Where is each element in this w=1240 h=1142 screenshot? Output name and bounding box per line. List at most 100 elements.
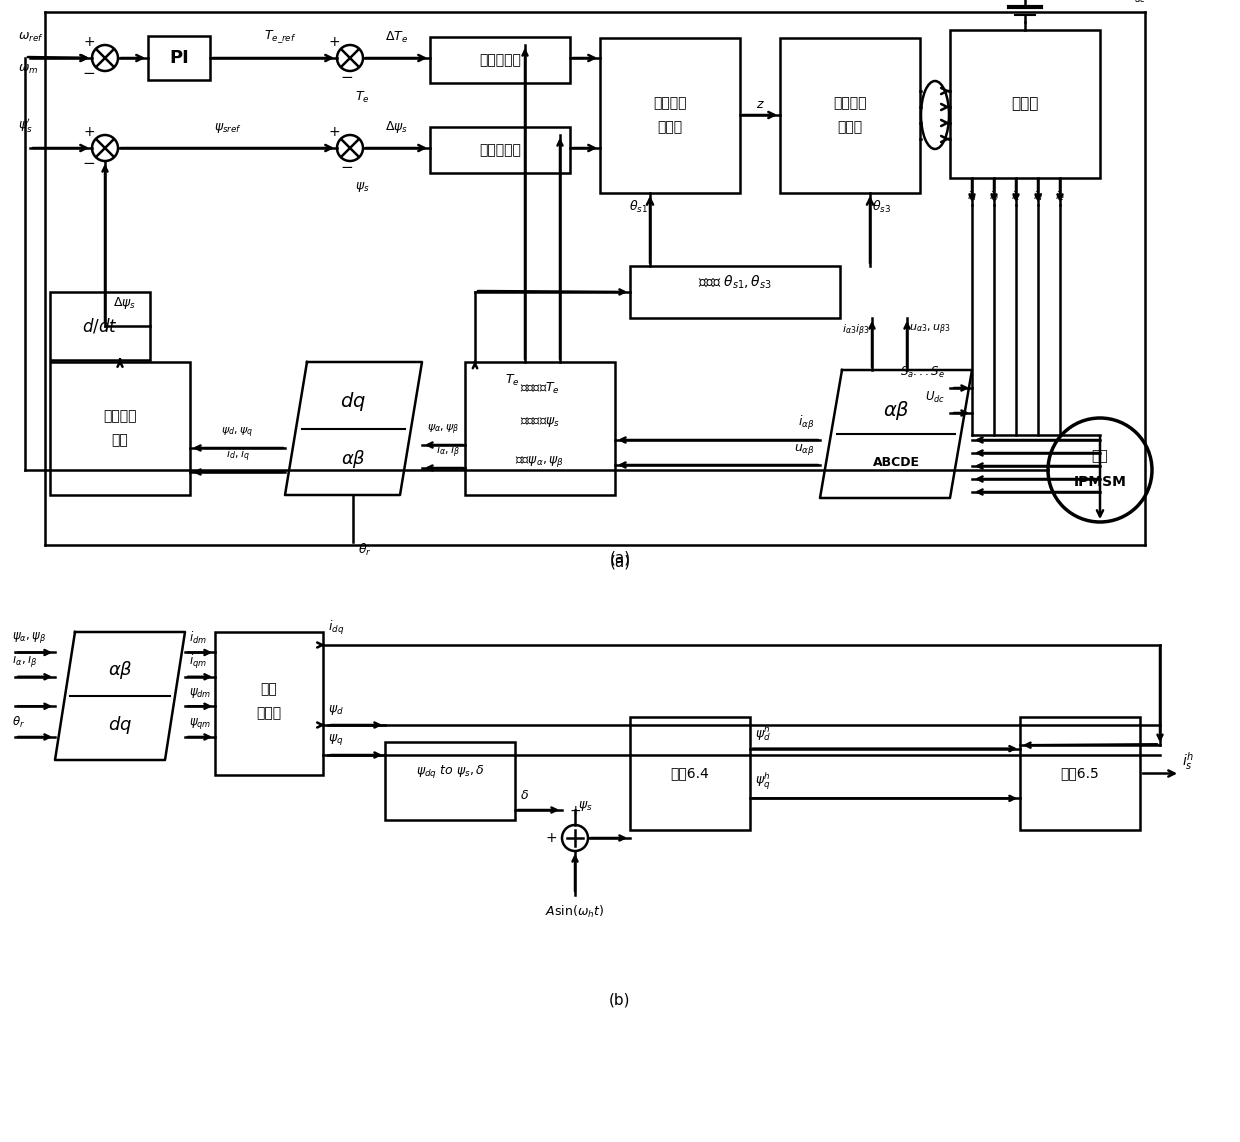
Text: $i_d,i_q$: $i_d,i_q$ — [226, 448, 249, 464]
Text: $T_e$: $T_e$ — [506, 372, 520, 387]
Text: $-$: $-$ — [341, 159, 353, 174]
Text: $\psi_\alpha,\psi_\beta$: $\psi_\alpha,\psi_\beta$ — [428, 423, 460, 437]
Text: $-$: $-$ — [82, 64, 95, 80]
Text: 步骤6.5: 步骤6.5 — [1060, 766, 1100, 780]
Polygon shape — [55, 632, 185, 759]
FancyBboxPatch shape — [430, 127, 570, 172]
Text: PI: PI — [169, 49, 188, 67]
FancyBboxPatch shape — [50, 362, 190, 494]
Text: $\psi_d$: $\psi_d$ — [329, 703, 343, 717]
Text: (b): (b) — [609, 992, 631, 1007]
Text: $\omega_m$: $\omega_m$ — [19, 63, 38, 77]
Text: $\theta_r$: $\theta_r$ — [12, 715, 25, 730]
Text: $\Delta\psi_s$: $\Delta\psi_s$ — [384, 119, 408, 135]
Text: $\psi_s$: $\psi_s$ — [355, 180, 370, 194]
Text: $i_{qm}$: $i_{qm}$ — [188, 653, 207, 670]
Text: 低通: 低通 — [260, 683, 278, 697]
Text: $\psi_{dm}$: $\psi_{dm}$ — [188, 686, 212, 700]
Text: $\omega_{ref}$: $\omega_{ref}$ — [19, 31, 43, 45]
FancyBboxPatch shape — [148, 37, 210, 80]
Text: $-$: $-$ — [82, 154, 95, 169]
FancyBboxPatch shape — [384, 742, 515, 820]
Text: 滞环控制器: 滞环控制器 — [479, 53, 521, 67]
Text: $\psi_\alpha,\psi_\beta$: $\psi_\alpha,\psi_\beta$ — [12, 630, 46, 645]
Text: $i_{dq}$: $i_{dq}$ — [329, 619, 345, 637]
Text: 一维空间: 一维空间 — [653, 97, 687, 111]
Text: $\theta_r$: $\theta_r$ — [358, 542, 372, 558]
Text: $dq$: $dq$ — [108, 715, 133, 737]
Text: $\alpha\beta$: $\alpha\beta$ — [883, 400, 909, 423]
Text: $\psi_q^h$: $\psi_q^h$ — [755, 771, 771, 793]
Text: $\psi_{qm}$: $\psi_{qm}$ — [188, 716, 212, 731]
Polygon shape — [820, 370, 972, 498]
FancyBboxPatch shape — [630, 717, 750, 830]
Text: $\alpha\beta$: $\alpha\beta$ — [341, 448, 366, 471]
Text: $dq$: $dq$ — [341, 391, 367, 413]
Text: $i_{\alpha\beta}$: $i_{\alpha\beta}$ — [799, 415, 815, 432]
Text: +: + — [569, 804, 580, 818]
Text: $i_d$: $i_d$ — [1033, 190, 1043, 203]
Text: 位置角 $\theta_{s1},\theta_{s3}$: 位置角 $\theta_{s1},\theta_{s3}$ — [698, 273, 771, 291]
Text: $i_b$: $i_b$ — [990, 190, 998, 203]
Text: $\theta_{s1}$: $\theta_{s1}$ — [629, 199, 649, 215]
Text: $\psi_d^h$: $\psi_d^h$ — [755, 723, 771, 742]
Text: 逆变器: 逆变器 — [1012, 97, 1039, 112]
FancyBboxPatch shape — [50, 292, 150, 360]
Text: 磁链$\psi_\alpha,\psi_\beta$: 磁链$\psi_\alpha,\psi_\beta$ — [516, 455, 564, 469]
Text: +: + — [83, 35, 94, 49]
Text: +: + — [546, 831, 557, 845]
Text: $\psi_{sref}$: $\psi_{sref}$ — [213, 121, 242, 135]
Text: $i_{\alpha3}i_{\beta3}$: $i_{\alpha3}i_{\beta3}$ — [842, 323, 870, 339]
Text: $i_\alpha,i_\beta$: $i_\alpha,i_\beta$ — [436, 443, 460, 460]
Text: $u_{\alpha\beta}$: $u_{\alpha\beta}$ — [794, 442, 815, 457]
Text: $i_a$: $i_a$ — [967, 190, 977, 203]
Text: (a): (a) — [609, 550, 631, 565]
Text: $z$: $z$ — [755, 98, 764, 112]
Text: +: + — [83, 124, 94, 139]
Text: $\Delta\psi_s$: $\Delta\psi_s$ — [113, 295, 136, 311]
Text: ABCDE: ABCDE — [873, 456, 920, 468]
FancyBboxPatch shape — [950, 30, 1100, 178]
Text: $\alpha\beta$: $\alpha\beta$ — [108, 659, 133, 682]
Text: 三维空间: 三维空间 — [833, 97, 867, 111]
Text: $T_e$: $T_e$ — [355, 90, 370, 105]
Text: $\theta_{s3}$: $\theta_{s3}$ — [872, 199, 892, 215]
Text: IPMSM: IPMSM — [1074, 475, 1126, 489]
Text: $i_s^h$: $i_s^h$ — [1182, 750, 1194, 772]
Text: (a): (a) — [609, 555, 631, 570]
FancyBboxPatch shape — [465, 362, 615, 494]
Text: 滞环控制器: 滞环控制器 — [479, 143, 521, 156]
Text: 五相: 五相 — [1091, 449, 1109, 463]
Text: $-$: $-$ — [341, 69, 353, 83]
Text: $T_{e\_ref}$: $T_{e\_ref}$ — [264, 29, 296, 45]
Text: $\delta$: $\delta$ — [520, 789, 529, 802]
Text: $i_{dm}$: $i_{dm}$ — [188, 630, 207, 646]
Text: 模块: 模块 — [112, 434, 129, 448]
Text: $\psi_s$: $\psi_s$ — [578, 799, 593, 813]
Text: 定子磁链$\psi_s$: 定子磁链$\psi_s$ — [520, 415, 560, 429]
Text: 虚拟信号: 虚拟信号 — [103, 410, 136, 424]
Text: $\psi_{dq}$ to $\psi_s,\delta$: $\psi_{dq}$ to $\psi_s,\delta$ — [415, 763, 485, 780]
Text: $A\sin(\omega_h t)$: $A\sin(\omega_h t)$ — [546, 904, 605, 920]
Text: $d/dt$: $d/dt$ — [82, 316, 118, 336]
Text: 电磁转矩$T_e$: 电磁转矩$T_e$ — [520, 381, 560, 396]
Text: $\Delta T_e$: $\Delta T_e$ — [384, 30, 408, 45]
FancyBboxPatch shape — [600, 38, 740, 193]
Text: $\psi_s'$: $\psi_s'$ — [19, 116, 32, 134]
FancyBboxPatch shape — [430, 37, 570, 83]
FancyBboxPatch shape — [630, 266, 839, 317]
Text: 滤波器: 滤波器 — [257, 707, 281, 721]
Text: 开关表: 开关表 — [657, 121, 682, 135]
FancyBboxPatch shape — [215, 632, 322, 775]
Text: $i_\alpha,i_\beta$: $i_\alpha,i_\beta$ — [12, 652, 37, 670]
Text: $i_e$: $i_e$ — [1055, 190, 1065, 203]
FancyBboxPatch shape — [1021, 717, 1140, 830]
Text: $U_{dc}$: $U_{dc}$ — [925, 389, 945, 405]
Text: 开关表: 开关表 — [837, 121, 863, 135]
Text: $\psi_d,\psi_q$: $\psi_d,\psi_q$ — [222, 426, 254, 440]
FancyBboxPatch shape — [780, 38, 920, 193]
Text: $U_{dc}$: $U_{dc}$ — [1125, 0, 1147, 5]
Text: $\psi_q$: $\psi_q$ — [329, 732, 343, 747]
Text: 步骤6.4: 步骤6.4 — [671, 766, 709, 780]
Polygon shape — [285, 362, 422, 494]
